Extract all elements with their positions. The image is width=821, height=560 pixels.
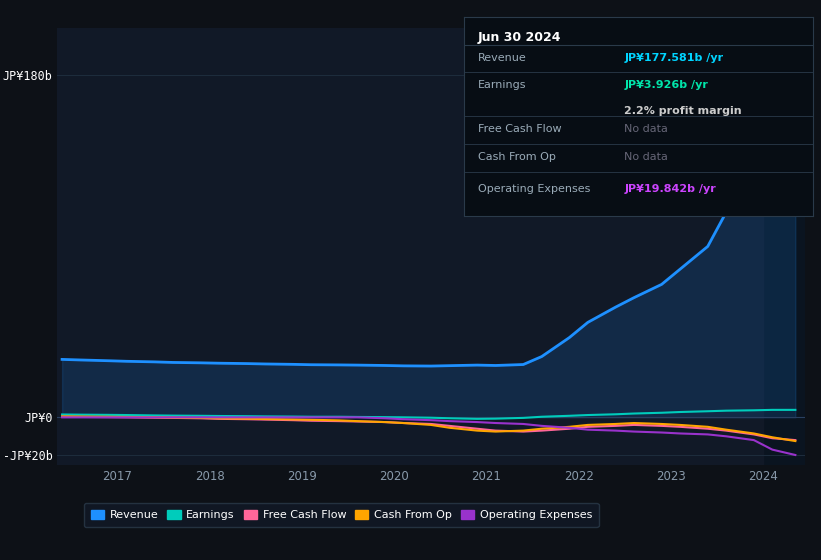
- Text: Earnings: Earnings: [478, 81, 526, 90]
- Text: No data: No data: [624, 152, 668, 162]
- Text: 2.2% profit margin: 2.2% profit margin: [624, 106, 742, 116]
- Text: Revenue: Revenue: [478, 53, 526, 63]
- Text: JP¥3.926b /yr: JP¥3.926b /yr: [624, 81, 709, 90]
- Text: Operating Expenses: Operating Expenses: [478, 184, 590, 194]
- Bar: [763, 28, 814, 465]
- Text: Cash From Op: Cash From Op: [478, 152, 556, 162]
- Text: No data: No data: [624, 124, 668, 134]
- Text: Jun 30 2024: Jun 30 2024: [478, 31, 562, 44]
- Bar: [53, 28, 763, 465]
- Legend: Revenue, Earnings, Free Cash Flow, Cash From Op, Operating Expenses: Revenue, Earnings, Free Cash Flow, Cash …: [84, 503, 599, 527]
- Text: JP¥177.581b /yr: JP¥177.581b /yr: [624, 53, 723, 63]
- Text: Free Cash Flow: Free Cash Flow: [478, 124, 562, 134]
- Text: JP¥19.842b /yr: JP¥19.842b /yr: [624, 184, 716, 194]
